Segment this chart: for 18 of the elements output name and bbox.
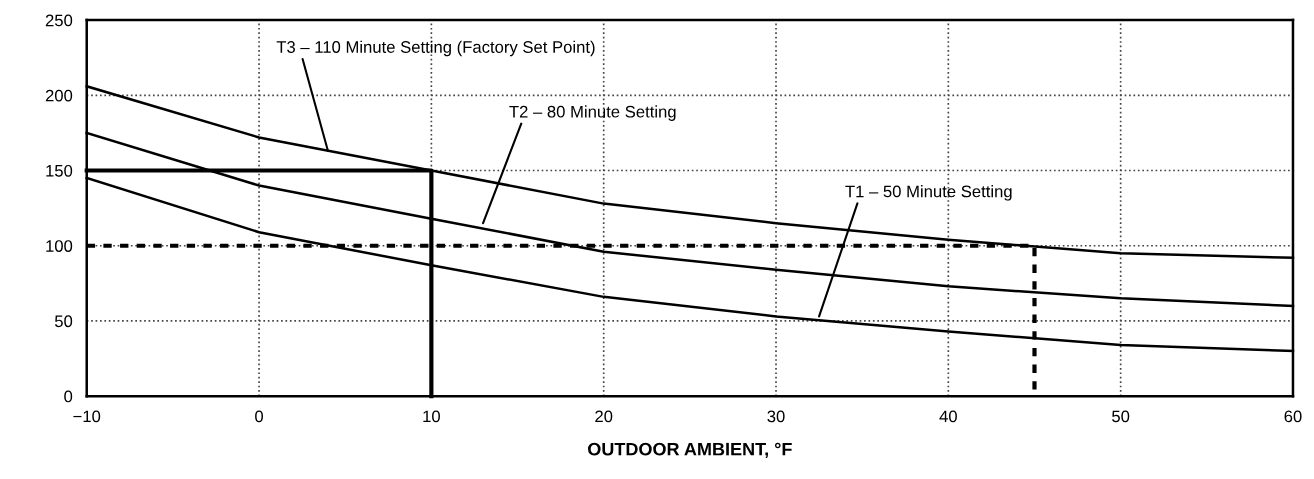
x-tick-label: 10: [423, 410, 440, 423]
annotation: T2 – 80 Minute Setting: [509, 105, 676, 121]
x-tick-label: −10: [73, 410, 101, 423]
y-tick-label: 100: [46, 240, 73, 252]
x-tick-label: 40: [939, 410, 957, 423]
x-tick-label: 60: [1284, 410, 1302, 423]
y-tick-label: 200: [45, 89, 73, 102]
x-tick-label: 50: [1112, 410, 1130, 423]
x-axis-title: OUTDOOR AMBIENT, °F: [588, 442, 792, 459]
y-tick-label: 150: [46, 164, 73, 177]
x-tick-label: 0: [255, 410, 264, 423]
x-tick-label: 30: [767, 410, 785, 423]
y-tick-label: 0: [64, 390, 73, 403]
y-tick-label: 250: [45, 14, 73, 27]
annotation: T1 – 50 Minute Setting: [845, 185, 1012, 201]
x-tick-label: 20: [595, 410, 613, 423]
annotation: T3 – 110 Minute Setting (Factory Set Point): [276, 40, 595, 57]
y-tick-label: 50: [54, 315, 73, 328]
